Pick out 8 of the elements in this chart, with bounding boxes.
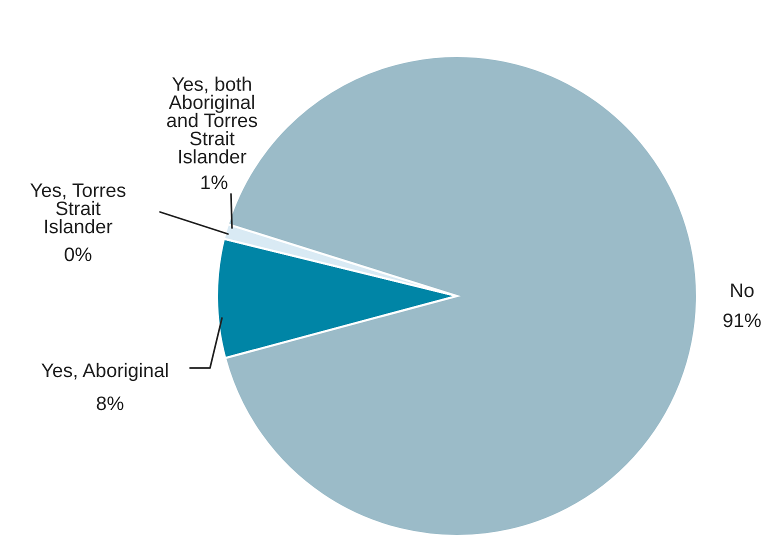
category-label: Yes, Torres Strait Islander	[30, 184, 126, 234]
text: 0%	[64, 247, 92, 262]
data-label: 1%	[201, 176, 228, 190]
slice-label: Yes, Aboriginal	[41, 362, 168, 382]
data-label: 8%	[96, 396, 124, 410]
slice-label: Yes, both Aboriginal and Torres Strait Islander	[167, 76, 258, 164]
data-label: 91%	[723, 313, 761, 328]
slice-label: No	[731, 284, 754, 298]
